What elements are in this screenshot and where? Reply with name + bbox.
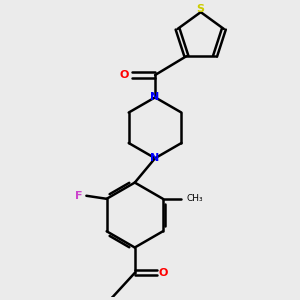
- Text: N: N: [150, 92, 160, 102]
- Text: CH₃: CH₃: [186, 194, 203, 203]
- Text: F: F: [74, 191, 82, 201]
- Text: O: O: [158, 268, 168, 278]
- Text: N: N: [150, 153, 160, 163]
- Text: O: O: [120, 70, 129, 80]
- Text: S: S: [197, 4, 205, 14]
